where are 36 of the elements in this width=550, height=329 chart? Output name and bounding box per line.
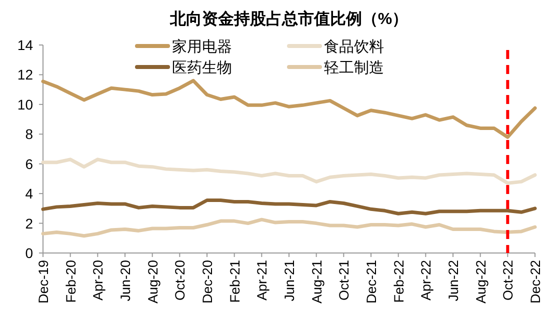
x-tick-label: Oct-22 bbox=[500, 260, 516, 301]
x-tick-label: Aug-20 bbox=[145, 260, 160, 304]
y-tick-label: 14 bbox=[17, 37, 34, 53]
x-tick-label: Jun-21 bbox=[282, 260, 297, 302]
x-tick-label: Jun-22 bbox=[446, 260, 461, 302]
y-tick-label: 0 bbox=[25, 245, 34, 261]
legend-label: 医药生物 bbox=[172, 60, 232, 76]
legend-label: 家用电器 bbox=[172, 38, 232, 56]
y-tick-label: 10 bbox=[17, 96, 34, 112]
legend-label: 轻工制造 bbox=[324, 60, 384, 76]
x-tick-label: Jun-20 bbox=[118, 260, 133, 302]
x-tick-label: Feb-21 bbox=[227, 260, 242, 303]
x-tick-label: Apr-21 bbox=[254, 260, 270, 301]
x-tick-label: Dec-22 bbox=[528, 260, 543, 304]
x-tick-label: Oct-21 bbox=[336, 260, 352, 301]
x-tick-label: Oct-20 bbox=[172, 260, 188, 301]
x-tick-label: Apr-22 bbox=[418, 260, 434, 301]
line-series bbox=[41, 198, 537, 216]
y-tick-label: 2 bbox=[25, 215, 34, 232]
x-tick-label: Aug-22 bbox=[473, 260, 488, 304]
line-series bbox=[41, 158, 537, 185]
x-tick-label: Feb-22 bbox=[391, 260, 406, 303]
line-series bbox=[41, 218, 537, 238]
x-tick-label: Dec-20 bbox=[200, 260, 215, 304]
x-tick-label: Dec-21 bbox=[364, 260, 379, 304]
x-tick-label: Apr-20 bbox=[90, 260, 106, 301]
y-tick-label: 6 bbox=[25, 156, 34, 172]
chart-title: 北向资金持股占总市值比例（%） bbox=[168, 10, 408, 28]
legend-label: 食品饮料 bbox=[324, 38, 384, 56]
line-series bbox=[41, 78, 537, 139]
x-tick-label: Dec-19 bbox=[36, 260, 51, 304]
y-tick-label: 8 bbox=[25, 126, 34, 142]
y-tick-label: 12 bbox=[17, 66, 34, 83]
x-tick-label: Feb-20 bbox=[63, 260, 78, 303]
y-tick-label: 4 bbox=[25, 186, 34, 202]
x-tick-label: Aug-21 bbox=[309, 260, 324, 304]
